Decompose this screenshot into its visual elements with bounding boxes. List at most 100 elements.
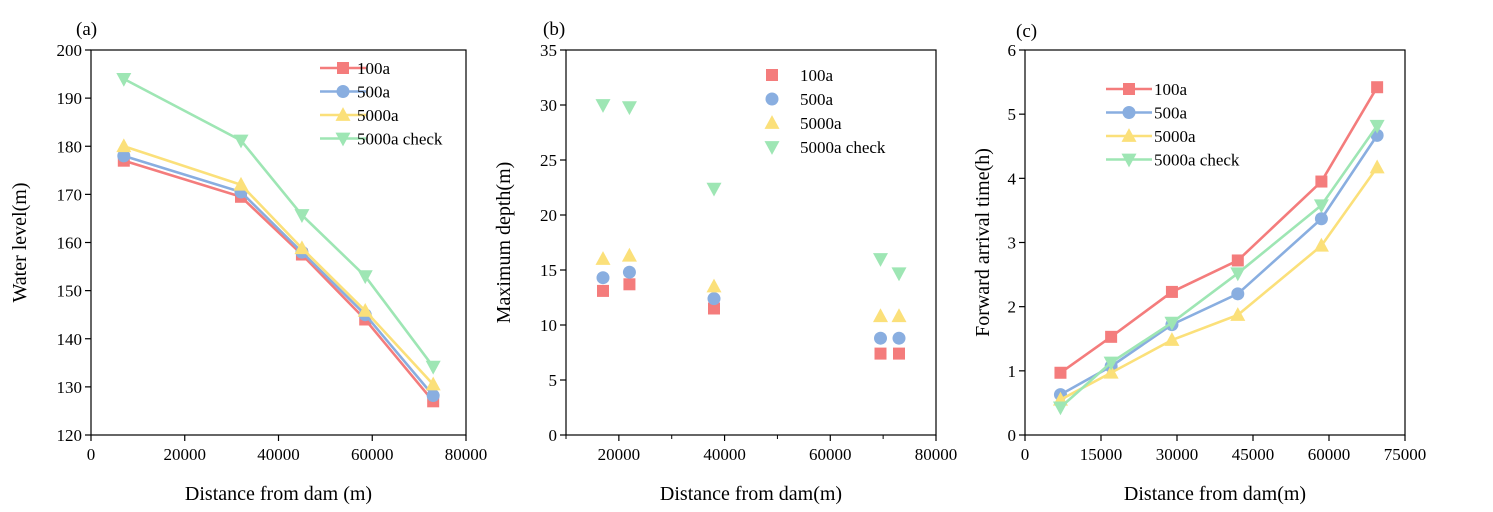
y-tick-label: 2 [1008,298,1017,317]
x-tick-label: 15000 [1080,445,1123,464]
legend-marker [765,92,779,106]
data-point [1105,330,1118,343]
series-line [1059,124,1379,409]
y-tick-label: 170 [57,185,83,204]
series-line [1059,134,1379,396]
x-tick-label: 80000 [445,445,488,464]
y-tick-label: 190 [57,89,83,108]
data-point [1231,287,1245,301]
data-point [425,360,441,375]
data-point [294,209,310,223]
data-point [116,72,132,87]
legend-marker [337,62,349,74]
legend-marker [764,115,780,129]
x-tick-label: 75000 [1384,445,1427,464]
data-point [1231,254,1244,267]
panel-label: (a) [76,19,97,40]
data-point [874,347,887,360]
x-tick-label: 0 [1021,445,1030,464]
data-point [891,267,907,282]
data-point [426,389,440,403]
x-axis-title: Distance from dam(m) [1124,483,1306,505]
legend-label: 100a [1154,80,1188,99]
x-tick-label: 60000 [1308,445,1351,464]
x-tick-label: 0 [87,445,96,464]
data-point [708,302,720,315]
legend-marker [1122,106,1136,119]
y-tick-label: 150 [57,282,83,301]
x-axis-title: Distance from dam (m) [185,483,372,505]
legend-marker [766,69,778,81]
data-point [707,292,721,306]
data-point [357,270,373,285]
x-tick-label: 40000 [257,445,300,464]
data-point [595,99,611,113]
data-point [893,347,905,360]
y-tick-label: 130 [57,378,83,397]
y-tick-label: 6 [1008,41,1017,60]
legend-label: 5000a check [1154,151,1240,170]
panel-label: (c) [1016,21,1037,42]
data-point [233,176,249,191]
legend-label: 5000a [357,106,399,125]
data-point [1230,267,1246,282]
chart-panel-1: 0 20000 40000 60000 80000 120 130 140 150 160 170 1… [9,19,487,505]
y-tick-label: 3 [1008,234,1017,253]
legend-label: 500a [357,83,391,102]
data-point [116,138,132,153]
legend-label: 5000a [800,114,842,133]
legend-label: 100a [357,59,391,78]
y-tick-label: 180 [57,137,83,156]
data-point [117,149,131,163]
series-line [1059,86,1379,374]
y-tick-label: 10 [540,316,557,335]
x-tick-label: 60000 [809,445,852,464]
y-axis-title: Maximum depth(m) [493,162,515,324]
x-axis-title: Distance from dam(m) [660,483,842,505]
data-point [873,253,888,267]
y-tick-label: 5 [1008,105,1017,124]
data-point [1230,307,1246,321]
y-tick-label: 4 [1008,169,1017,188]
series-line [1059,166,1379,401]
legend-marker [335,132,351,147]
legend-label: 5000a check [357,130,443,149]
data-point [873,308,888,323]
legend-marker [764,141,780,155]
data-point [1314,212,1328,226]
plot-frame [565,49,937,436]
legend-marker [335,107,351,121]
x-tick-label: 20000 [164,445,207,464]
y-tick-label: 30 [540,96,557,115]
series-line [123,145,435,386]
legend-marker [1123,83,1135,95]
legend-label: 500a [1154,104,1188,123]
y-tick-label: 160 [57,234,83,253]
legend-label: 5000a check [800,138,886,157]
data-point [706,278,722,293]
data-point [623,278,636,291]
legend: 100a 500a 5000a 5000a check [320,59,443,149]
data-point [596,271,610,285]
x-tick-label: 40000 [703,445,746,464]
y-axis-title: Forward arrival time(h) [972,148,994,337]
chart-panel-3: 0 15000 30000 45000 60000 75000 0 1 2 3 4 5 6 Distanc… [972,21,1426,505]
y-tick-label: 1 [1008,362,1017,381]
data-point [892,331,906,345]
y-tick-label: 35 [540,41,557,60]
y-axis-title: Water level(m) [9,183,31,303]
legend-label: 100a [800,66,834,85]
data-point [1054,366,1067,379]
data-point [1103,356,1119,371]
data-point [621,101,637,116]
y-tick-label: 200 [57,41,83,60]
data-point [1052,401,1068,416]
legend-marker [336,85,350,98]
data-point [1313,199,1329,214]
x-tick-label: 80000 [915,445,958,464]
y-tick-label: 5 [549,371,558,390]
data-point [357,302,373,317]
data-point [1315,175,1328,188]
legend-marker [1121,128,1137,142]
data-point [1164,332,1180,346]
